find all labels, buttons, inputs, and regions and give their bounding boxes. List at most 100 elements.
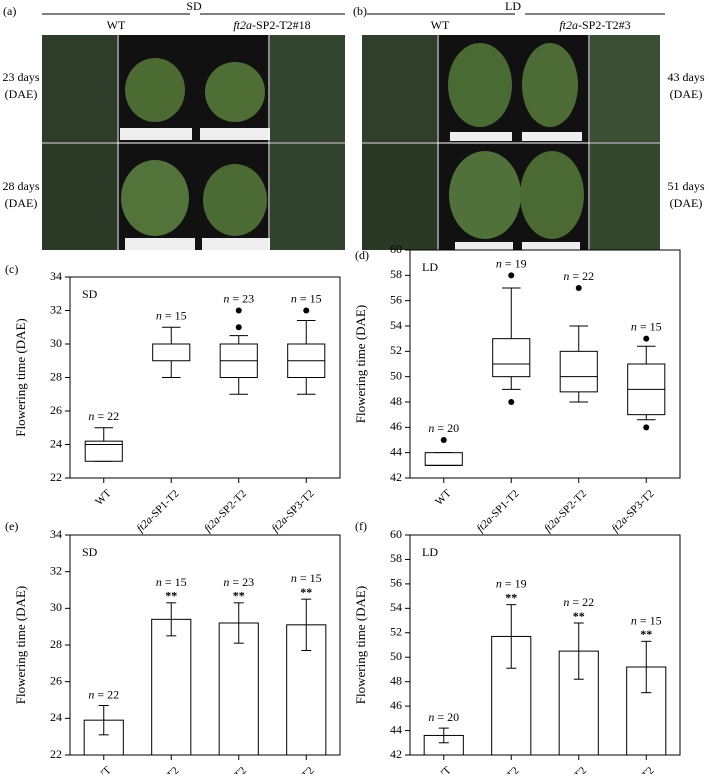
outlier	[508, 399, 515, 405]
y-tick-label: 24	[50, 710, 62, 724]
plant	[203, 164, 267, 236]
n-label: n = 19	[496, 256, 527, 270]
y-tick-label: 50	[390, 368, 402, 382]
y-axis-label: Flowering time (DAE)	[13, 586, 28, 704]
plant	[449, 151, 521, 239]
photo	[362, 35, 437, 142]
y-tick-label: 28	[50, 369, 62, 383]
n-label: n = 15	[291, 291, 322, 305]
time-unit: (DAE)	[670, 87, 703, 101]
pot	[522, 242, 580, 250]
time-label: 43 days	[668, 70, 705, 84]
y-tick-label: 34	[50, 269, 62, 283]
box	[559, 350, 598, 393]
significance: **	[640, 627, 652, 641]
plant	[522, 43, 578, 127]
y-tick-label: 56	[390, 576, 402, 590]
panel-label: (a)	[3, 4, 16, 18]
bar	[151, 618, 192, 756]
y-tick-label: 52	[390, 343, 402, 357]
y-tick-label: 44	[390, 444, 402, 458]
x-tick-label: ft2a-SP2-T2	[542, 764, 589, 774]
time-label: 23 days	[3, 70, 40, 84]
condition: LD	[422, 545, 438, 559]
group-label: ft2a-SP2-T2#18	[233, 18, 310, 32]
y-axis-label: Flowering time (DAE)	[353, 586, 368, 704]
n-label: n = 15	[156, 308, 187, 322]
time-unit: (DAE)	[5, 87, 38, 101]
photo	[42, 35, 117, 142]
pot	[455, 242, 513, 250]
group-label: WT	[107, 18, 126, 32]
outlier	[303, 307, 310, 314]
photo	[270, 144, 345, 250]
y-tick-label: 30	[50, 600, 62, 614]
n-label: n = 22	[88, 687, 119, 701]
x-tick-label: ft2a-SP1-T2	[134, 487, 181, 534]
plant	[205, 62, 265, 122]
y-tick-label: 54	[390, 318, 402, 332]
y-tick-label: 24	[50, 436, 62, 450]
n-label: n = 15	[631, 319, 662, 333]
pot	[522, 132, 582, 141]
n-label: n = 22	[88, 409, 119, 423]
panel-label: (b)	[353, 4, 367, 18]
n-label: n = 22	[563, 269, 594, 283]
photo-panel-b: (b) LD WT ft2a-SP2-T2#3 43 days (DAE) 51…	[353, 0, 705, 250]
y-tick-label: 50	[390, 649, 402, 663]
condition: SD	[82, 545, 98, 559]
y-axis-label: Flowering time (DAE)	[13, 318, 28, 436]
x-tick-label: ft2a-SP3-T2	[609, 764, 656, 774]
group-label: WT	[431, 18, 450, 32]
x-tick-label: ft2a-SP3-T2	[609, 487, 656, 534]
photo	[42, 144, 117, 250]
pot	[120, 128, 192, 140]
y-axis-label: Flowering time (DAE)	[353, 305, 368, 423]
y-tick-label: 60	[390, 242, 402, 256]
n-label: n = 22	[563, 595, 594, 609]
pot	[450, 132, 512, 141]
y-tick-label: 52	[390, 625, 402, 639]
y-tick-label: 42	[390, 747, 402, 761]
y-tick-label: 46	[390, 698, 402, 712]
significance: **	[505, 590, 517, 604]
chart: (f) LD Flowering time (DAE) 42 44 46 48 50 52 54 5…	[353, 519, 681, 779]
chart: (c) SD Flowering time (DAE) 22 24 26 28 30 32 34 W…	[5, 262, 341, 534]
condition: SD	[186, 0, 202, 13]
panel-label: (f)	[355, 519, 367, 533]
y-tick-label: 58	[390, 267, 402, 281]
box	[152, 343, 191, 362]
plant	[520, 151, 584, 239]
time-unit: (DAE)	[5, 196, 38, 210]
outlier	[643, 424, 650, 431]
x-tick-label: ft2a-SP2-T2	[542, 487, 589, 534]
y-tick-label: 22	[50, 747, 62, 761]
x-tick-label: ft2a-SP3-T2	[269, 764, 316, 774]
condition: LD	[422, 260, 438, 274]
x-tick-label: ft2a-SP2-T2	[202, 487, 249, 534]
pot	[200, 128, 270, 140]
y-tick-label: 48	[390, 394, 402, 408]
x-tick-label: ft2a-SP1-T2	[474, 487, 521, 534]
n-label: n = 23	[223, 575, 254, 589]
n-label: n = 19	[496, 576, 527, 590]
y-tick-label: 56	[390, 292, 402, 306]
x-tick-label: ft2a-SP3-T2	[269, 487, 316, 534]
y-tick-label: 26	[50, 403, 62, 417]
box	[492, 338, 531, 378]
photo-panel-a: (a) SD WT ft2a-SP2-T2#18 23 days (DAE) 2…	[3, 0, 345, 250]
y-tick-label: 28	[50, 637, 62, 651]
outlier	[440, 437, 447, 443]
y-tick-label: 54	[390, 600, 402, 614]
y-tick-label: 44	[390, 722, 402, 736]
significance: **	[300, 585, 312, 599]
outlier	[235, 324, 242, 331]
x-tick-label: ft2a-SP1-T2	[134, 764, 181, 774]
panel-label: (e)	[5, 519, 18, 533]
outlier	[643, 335, 650, 342]
plot-frame	[409, 249, 681, 479]
chart: (e) SD Flowering time (DAE) 22 24 26 28 30 32 34 W…	[5, 519, 341, 779]
panel-label: (c)	[5, 262, 18, 276]
group-label: ft2a-SP2-T2#3	[559, 18, 630, 32]
time-label: 28 days	[3, 179, 40, 193]
